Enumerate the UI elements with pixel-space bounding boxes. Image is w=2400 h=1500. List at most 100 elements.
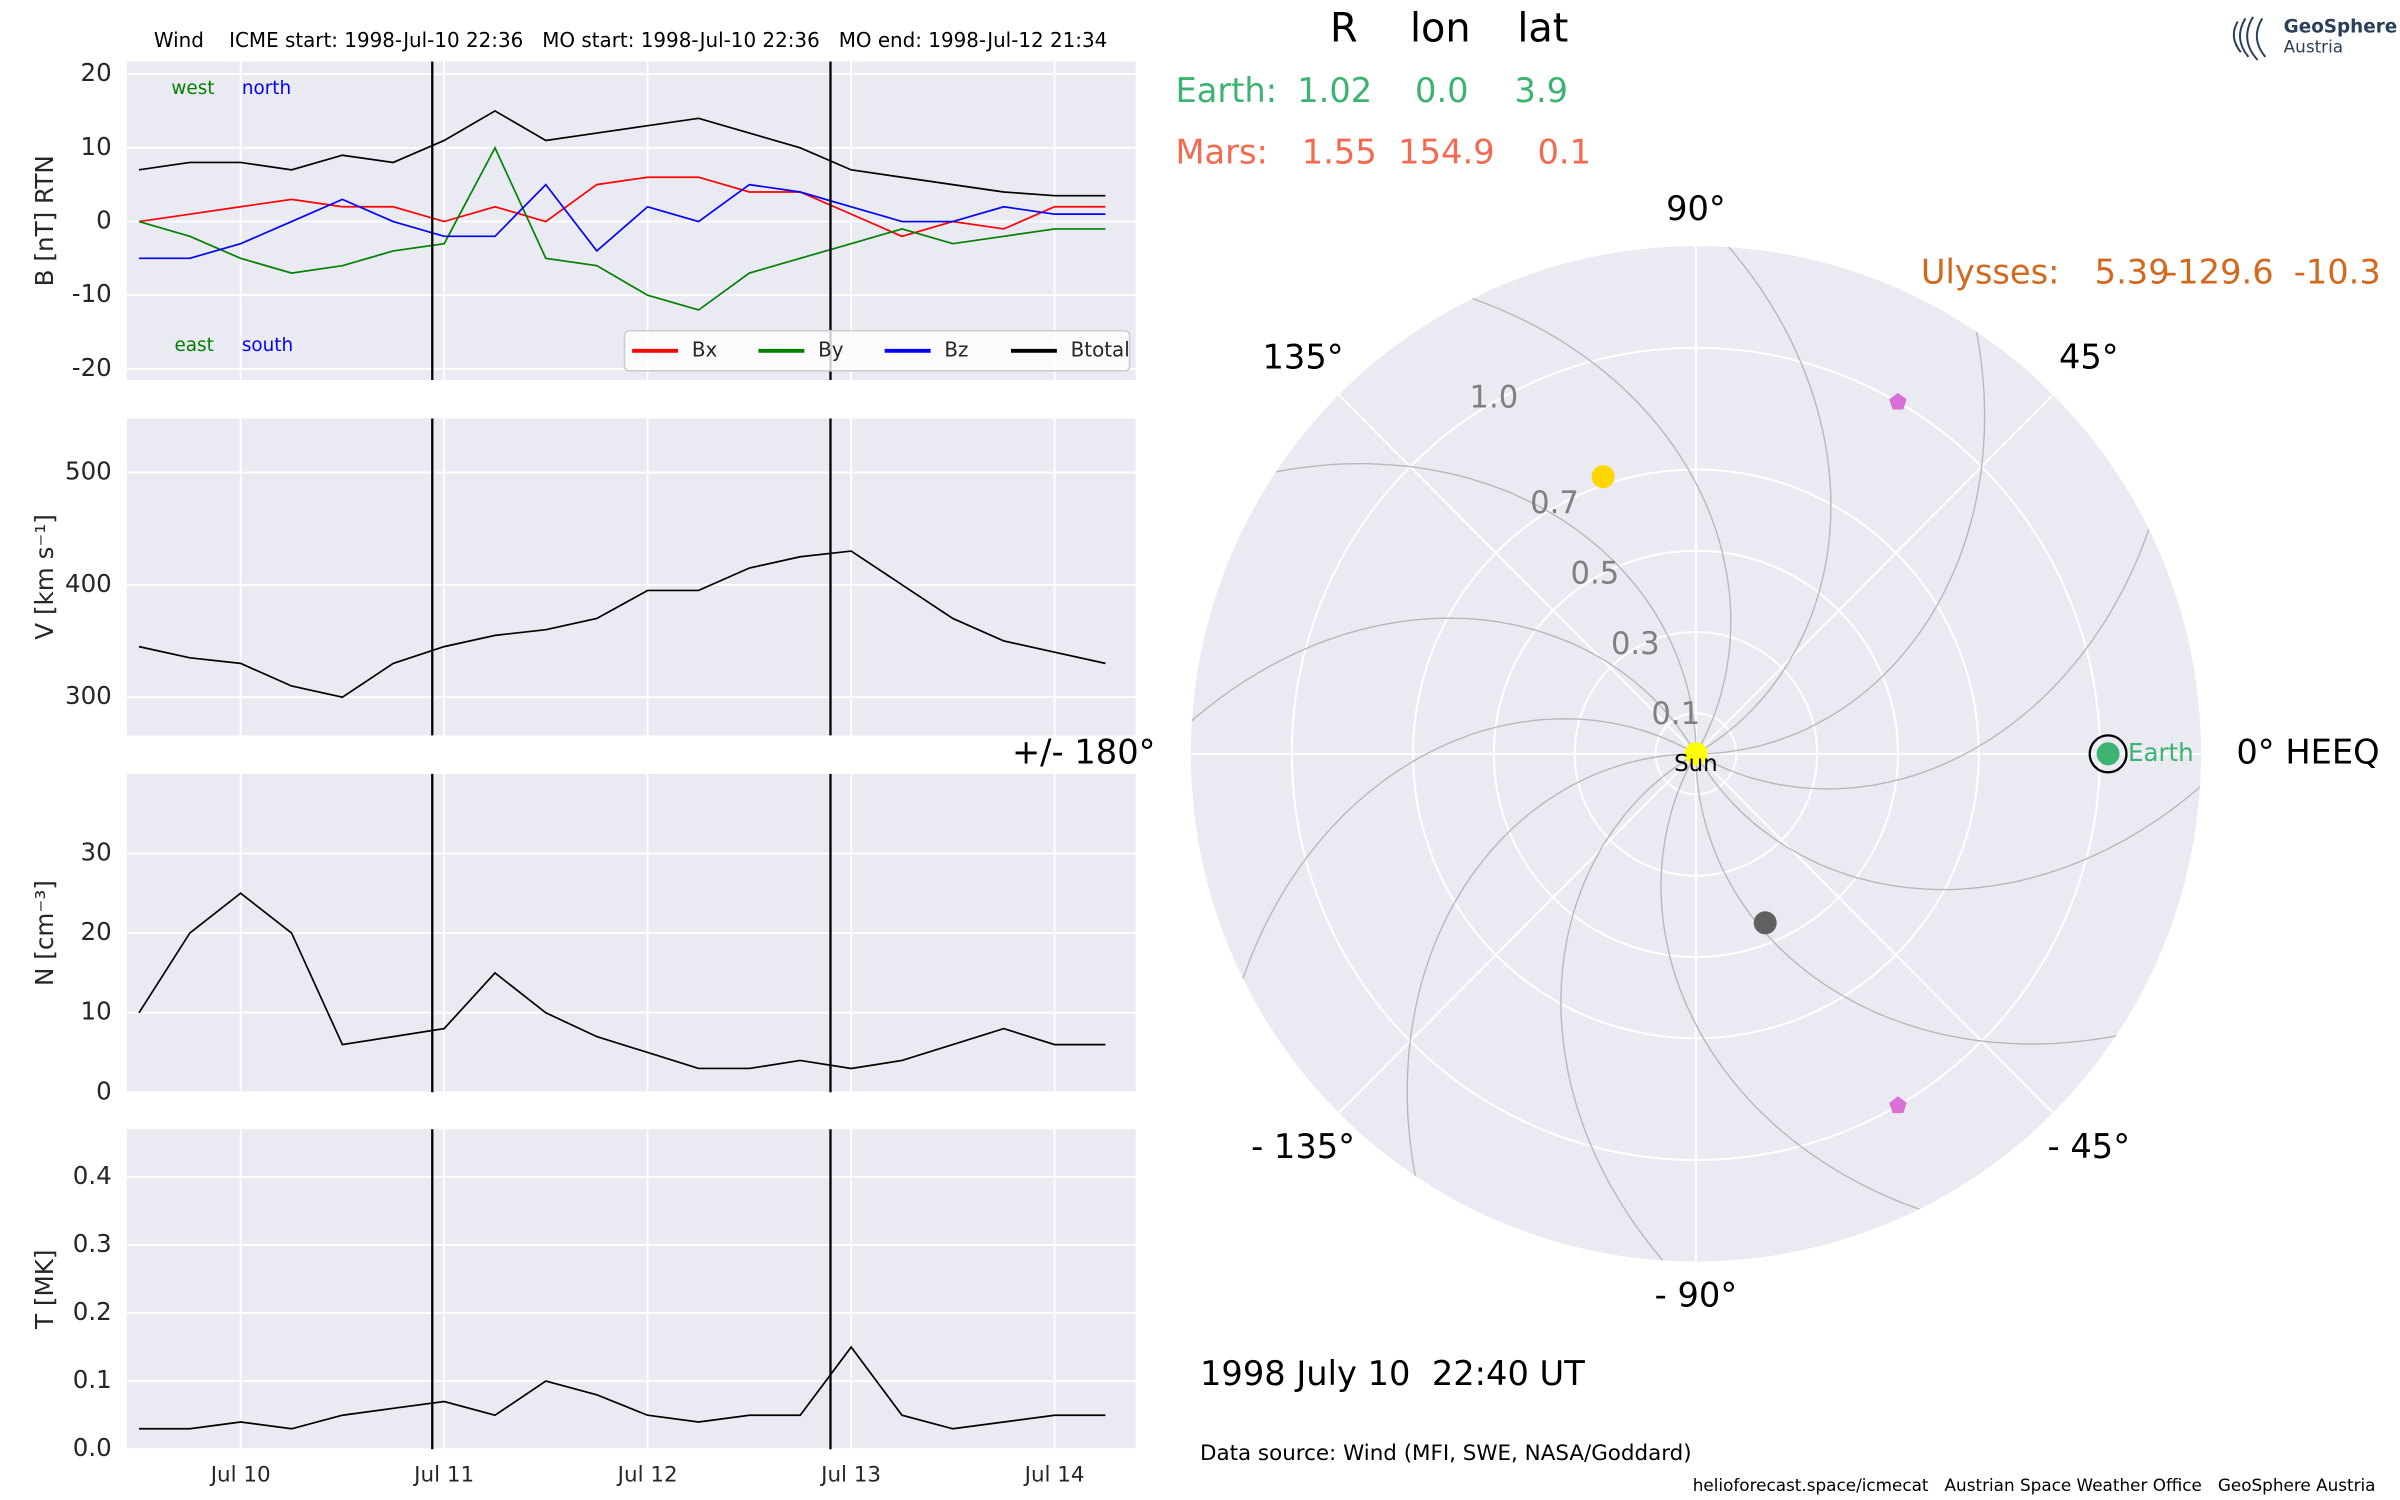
y-tick-label: 0.2 bbox=[73, 1297, 112, 1326]
y-tick-label: 500 bbox=[65, 456, 112, 485]
table-cell: 5.39 bbox=[2095, 252, 2170, 291]
spiral bbox=[1190, 617, 1697, 775]
y-axis-label: V [km s⁻¹] bbox=[30, 514, 59, 640]
spiral bbox=[1695, 732, 2202, 891]
parker-spirals bbox=[1190, 246, 2202, 1262]
y-tick-label: 10 bbox=[81, 997, 112, 1026]
table-cell: 154.9 bbox=[1398, 132, 1494, 171]
spiral bbox=[1399, 278, 1732, 755]
planet-marker bbox=[1889, 392, 1907, 410]
y-tick-label: -20 bbox=[72, 353, 112, 382]
spiral bbox=[1222, 718, 1697, 1052]
planet-marker bbox=[1591, 465, 1615, 489]
legend-box bbox=[623, 330, 1131, 372]
y-tick-label: 20 bbox=[81, 58, 112, 87]
theta-tick-label: 45° bbox=[2059, 337, 2119, 376]
x-tick-label: Jul 10 bbox=[209, 1462, 271, 1487]
series-line bbox=[138, 183, 1106, 260]
planet-marker bbox=[1753, 911, 1777, 935]
chart-title: Wind ICME start: 1998-Jul-10 22:36 MO st… bbox=[154, 28, 1107, 52]
series-line bbox=[138, 550, 1106, 699]
spiral bbox=[1695, 753, 2189, 1045]
theta-tick-label: - 135° bbox=[1251, 1127, 1355, 1166]
y-tick-label: 0.4 bbox=[73, 1161, 112, 1190]
series-line bbox=[138, 176, 1106, 238]
y-axis-label: T [MK] bbox=[30, 1250, 59, 1330]
table-header: R bbox=[1330, 5, 1358, 51]
y-tick-label: 0.1 bbox=[73, 1365, 112, 1394]
legend-label: Bx bbox=[692, 337, 718, 361]
x-tick-label: Jul 14 bbox=[1023, 1462, 1085, 1487]
grid-spoke bbox=[1695, 394, 2054, 755]
logo-icon bbox=[2232, 16, 2267, 61]
date: 1998 July 10 22:40 UT bbox=[1200, 1354, 1585, 1393]
y-tick-label: -10 bbox=[72, 279, 112, 308]
annotation: south bbox=[242, 335, 293, 356]
point-label: Earth bbox=[2128, 738, 2194, 767]
annotation: east bbox=[174, 335, 213, 356]
r-tick-label: 1.0 bbox=[1470, 380, 1519, 415]
y-tick-label: 300 bbox=[65, 681, 112, 710]
table-cell: 3.9 bbox=[1515, 71, 1569, 110]
table-cell: -10.3 bbox=[2294, 252, 2381, 291]
r-tick-label: 0.5 bbox=[1571, 556, 1620, 591]
point-label: Sun bbox=[1674, 751, 1718, 777]
x-tick-label: Jul 12 bbox=[616, 1462, 678, 1487]
theta-tick-label: 135° bbox=[1262, 337, 1343, 376]
y-tick-label: 0.0 bbox=[73, 1433, 112, 1462]
plot-background bbox=[127, 1129, 1136, 1450]
logo-subtext: Austria bbox=[2284, 37, 2343, 57]
spiral bbox=[1560, 753, 1717, 1262]
theta-tick-label: - 90° bbox=[1655, 1276, 1738, 1315]
spiral bbox=[1660, 753, 1993, 1230]
grid-spoke bbox=[1338, 753, 1697, 1114]
point-ring bbox=[2088, 734, 2128, 774]
planet-marker bbox=[2096, 742, 2120, 766]
y-tick-label: 0.3 bbox=[73, 1229, 112, 1258]
x-tick-label: Jul 13 bbox=[819, 1462, 881, 1487]
table-cell: -129.6 bbox=[2165, 252, 2274, 291]
spiral bbox=[1695, 455, 2169, 790]
table-row-name: Ulysses: bbox=[1921, 252, 2060, 291]
r-tick-label: 0.3 bbox=[1611, 627, 1660, 662]
legend-label: Btotal bbox=[1071, 337, 1130, 361]
legend-label: Bz bbox=[944, 337, 968, 361]
spiral bbox=[1202, 463, 1697, 754]
planet-marker bbox=[1684, 742, 1708, 766]
theta-tick-label: +/- 180° bbox=[1012, 732, 1155, 771]
table-row-name: Earth: bbox=[1176, 71, 1278, 110]
series-line bbox=[138, 1345, 1106, 1430]
table-cell: 1.55 bbox=[1302, 132, 1377, 171]
table-row-name: Mars: bbox=[1176, 132, 1268, 171]
table-cell: 1.02 bbox=[1297, 71, 1372, 110]
r-tick-label: 0.7 bbox=[1530, 486, 1579, 521]
spiral bbox=[1695, 258, 1986, 755]
plot-background bbox=[127, 418, 1136, 736]
annotation: north bbox=[242, 78, 291, 99]
y-tick-label: 0 bbox=[96, 1076, 112, 1105]
grid-spoke bbox=[1695, 753, 2054, 1114]
spiral bbox=[1674, 246, 1832, 755]
theta-tick-label: 90° bbox=[1666, 189, 1726, 228]
y-tick-label: 20 bbox=[81, 917, 112, 946]
series-line bbox=[138, 109, 1106, 197]
logo-text: GeoSphere bbox=[2284, 17, 2398, 38]
table-header: lon bbox=[1410, 5, 1471, 51]
r-tick-label: 0.1 bbox=[1651, 697, 1700, 732]
table-header: lat bbox=[1517, 5, 1568, 51]
planet-marker bbox=[1889, 1096, 1907, 1114]
y-tick-label: 400 bbox=[65, 569, 112, 598]
series-line bbox=[138, 892, 1106, 1070]
data-source: Data source: Wind (MFI, SWE, NASA/Goddar… bbox=[1200, 1441, 1692, 1466]
legend-label: By bbox=[818, 337, 844, 361]
y-axis-label: B [nT] RTN bbox=[30, 155, 59, 286]
theta-tick-label: - 45° bbox=[2048, 1127, 2131, 1166]
y-tick-label: 30 bbox=[81, 837, 112, 866]
table-cell: 0.1 bbox=[1538, 132, 1592, 171]
spiral bbox=[1406, 753, 1696, 1250]
theta-tick-label: 0° HEEQ bbox=[2236, 732, 2379, 771]
annotation: west bbox=[171, 78, 214, 99]
series-line bbox=[138, 145, 1106, 311]
